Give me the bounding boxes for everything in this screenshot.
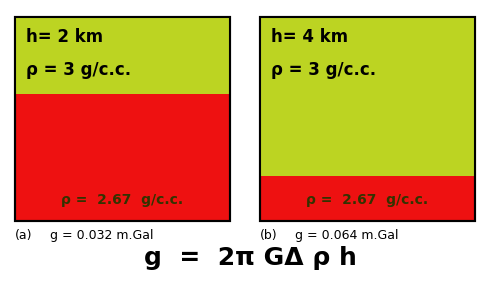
Text: (a): (a) bbox=[15, 229, 32, 242]
Text: g  =  2π GΔ ρ h: g = 2π GΔ ρ h bbox=[144, 246, 356, 269]
Bar bbox=[15, 17, 230, 221]
Text: ρ = 3 g/c.c.: ρ = 3 g/c.c. bbox=[26, 61, 131, 79]
Text: h= 4 km: h= 4 km bbox=[271, 28, 348, 46]
Bar bbox=[260, 17, 475, 221]
Bar bbox=[260, 17, 475, 221]
Bar bbox=[260, 17, 475, 176]
Text: (b): (b) bbox=[260, 229, 278, 242]
Text: ρ = 3 g/c.c.: ρ = 3 g/c.c. bbox=[271, 61, 376, 79]
Text: g = 0.064 m.Gal: g = 0.064 m.Gal bbox=[295, 229, 399, 242]
Text: ρ =  2.67  g/c.c.: ρ = 2.67 g/c.c. bbox=[62, 193, 184, 207]
Bar bbox=[15, 17, 230, 95]
Text: h= 2 km: h= 2 km bbox=[26, 28, 103, 46]
Bar bbox=[15, 17, 230, 221]
Text: ρ =  2.67  g/c.c.: ρ = 2.67 g/c.c. bbox=[306, 193, 428, 207]
Text: g = 0.032 m.Gal: g = 0.032 m.Gal bbox=[50, 229, 154, 242]
